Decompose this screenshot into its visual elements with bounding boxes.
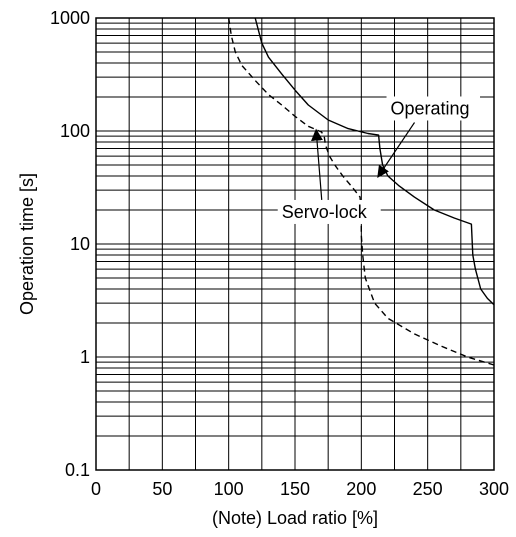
grid-layer [95, 17, 495, 471]
annotation-bg-1 [277, 199, 381, 224]
x-tick-label: 100 [214, 479, 244, 499]
x-tick-label: 0 [91, 479, 101, 499]
annotation-arrow-0 [377, 122, 416, 178]
y-tick-label: 1 [80, 347, 90, 367]
annotation-operating-label: Operating [391, 98, 470, 118]
y-axis-label: Operation time [s] [17, 173, 37, 315]
y-tick-label: 0.1 [65, 460, 90, 480]
x-tick-label: 200 [346, 479, 376, 499]
y-tick-label: 1000 [50, 8, 90, 28]
annotation-bg-0 [386, 96, 481, 121]
axis-layer: 0.1 1 10 100 1000 0 50 100 150 200 250 300 (Note) Lo… [17, 8, 509, 528]
y-tick-label: 100 [60, 121, 90, 141]
y-tick-label: 10 [70, 234, 90, 254]
x-tick-label: 250 [413, 479, 443, 499]
annotation-servo-lock-label: Servo-lock [282, 202, 368, 222]
annotation-layer: Operating Servo-lock [277, 96, 481, 224]
x-tick-label: 300 [479, 479, 509, 499]
x-axis-label: (Note) Load ratio [%] [212, 508, 378, 528]
annotation-arrow-1 [311, 128, 323, 201]
plot-frame [95, 17, 495, 471]
x-tick-label: 150 [280, 479, 310, 499]
x-tick-label: 50 [152, 479, 172, 499]
series-line-1 [228, 17, 495, 366]
